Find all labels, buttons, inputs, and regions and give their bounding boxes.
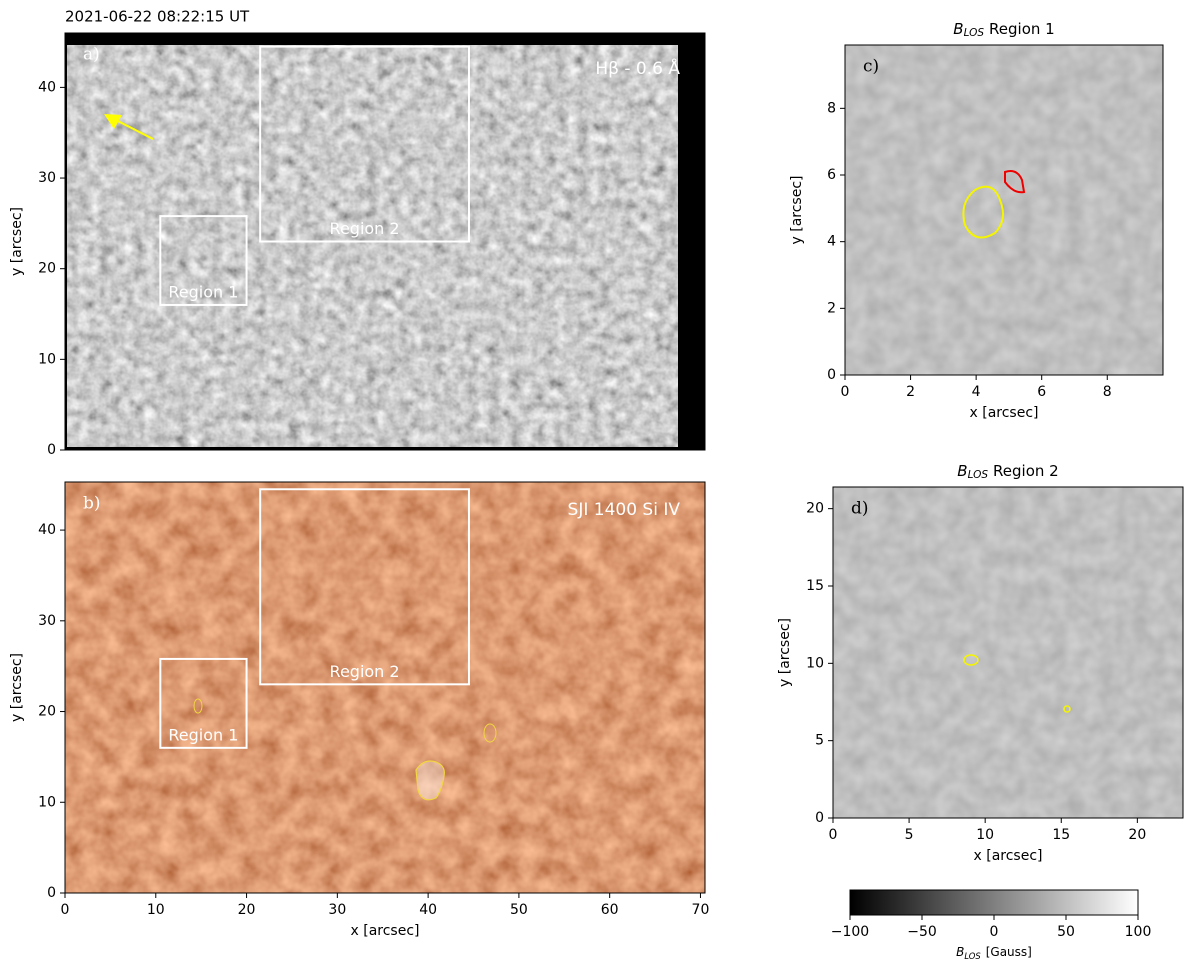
panel-label: d) xyxy=(851,499,869,519)
panel-label: b) xyxy=(83,494,101,514)
y-tick-label: 0 xyxy=(827,367,836,383)
title-text: Region 2 xyxy=(993,462,1059,480)
arrow xyxy=(111,117,154,140)
y-tick-label: 15 xyxy=(806,578,824,594)
title-symbol: B xyxy=(953,20,963,38)
observation-image xyxy=(65,482,705,893)
x-tick-label: 70 xyxy=(692,902,710,918)
y-tick-label: 20 xyxy=(806,501,824,517)
contour xyxy=(962,185,1005,239)
contour xyxy=(193,698,203,714)
x-tick-label: 20 xyxy=(238,902,256,918)
contour xyxy=(963,654,979,666)
y-axis-label: y [arcsec] xyxy=(777,618,793,687)
y-tick-label: 4 xyxy=(827,234,836,250)
x-tick-label: 10 xyxy=(976,827,994,843)
colorbar-tick-label: 50 xyxy=(1057,924,1075,940)
region-label: Region 2 xyxy=(330,662,400,681)
y-axis-label: y [arcsec] xyxy=(789,176,805,245)
observation-image xyxy=(67,45,678,447)
panel-label: a) xyxy=(83,45,100,65)
panel-title: BLOS Region 2 xyxy=(957,462,1058,482)
y-tick-label: 5 xyxy=(815,733,824,749)
title-subscript: LOS xyxy=(964,27,985,39)
colorbar-tick-label: 100 xyxy=(1125,924,1152,940)
x-axis-label: x [arcsec] xyxy=(351,923,420,939)
x-axis-label: x [arcsec] xyxy=(974,848,1043,864)
y-tick-label: 6 xyxy=(827,167,836,183)
panel-label: c) xyxy=(863,57,879,77)
panel-annotation: Hβ - 0.6 Å xyxy=(595,57,680,79)
region-box xyxy=(159,657,248,749)
region-label: Region 2 xyxy=(330,219,400,238)
plot-frame xyxy=(64,32,706,451)
colorbar-tick-label: −100 xyxy=(831,924,869,940)
y-tick-label: 0 xyxy=(815,810,824,826)
x-axis-label: x [arcsec] xyxy=(970,405,1039,421)
x-tick-label: 5 xyxy=(905,827,914,843)
x-tick-label: 40 xyxy=(419,902,437,918)
arrow-head xyxy=(104,114,122,129)
colorbar xyxy=(849,889,1139,916)
x-tick-label: 20 xyxy=(1128,827,1146,843)
plot-frame xyxy=(844,44,1164,376)
y-tick-label: 40 xyxy=(38,79,56,95)
region-box xyxy=(259,488,470,686)
y-tick-label: 20 xyxy=(38,704,56,720)
x-tick-label: 10 xyxy=(147,902,165,918)
title-subscript: LOS xyxy=(964,951,981,961)
y-tick-label: 0 xyxy=(47,442,56,458)
x-tick-label: 50 xyxy=(510,902,528,918)
region-box xyxy=(259,45,470,243)
plot-frame xyxy=(832,486,1184,819)
contour xyxy=(1004,170,1026,194)
y-tick-label: 30 xyxy=(38,170,56,186)
contour xyxy=(1063,705,1071,713)
title-text: [Gauss] xyxy=(986,945,1032,959)
y-tick-label: 2 xyxy=(827,300,836,316)
x-tick-label: 15 xyxy=(1052,827,1070,843)
observation-image xyxy=(845,45,1163,375)
x-tick-label: 2 xyxy=(906,384,915,400)
panel-title: BLOS [Gauss] xyxy=(956,945,1032,961)
observation-image xyxy=(833,487,1183,818)
colorbar-tick-label: 0 xyxy=(990,924,999,940)
x-tick-label: 0 xyxy=(829,827,838,843)
y-tick-label: 0 xyxy=(47,885,56,901)
y-tick-label: 40 xyxy=(38,522,56,538)
y-tick-label: 10 xyxy=(806,655,824,671)
region-box xyxy=(159,215,248,306)
title-subscript: LOS xyxy=(968,469,989,481)
x-tick-label: 30 xyxy=(328,902,346,918)
contour xyxy=(415,760,445,801)
y-axis-label: y [arcsec] xyxy=(9,653,25,722)
contour xyxy=(483,723,497,743)
panel-annotation: SJI 1400 Si IV xyxy=(568,500,681,520)
title-text: Region 1 xyxy=(989,20,1055,38)
x-tick-label: 6 xyxy=(1037,384,1046,400)
y-tick-label: 10 xyxy=(38,351,56,367)
colorbar-tick-label: −50 xyxy=(907,924,937,940)
x-tick-label: 60 xyxy=(601,902,619,918)
plot-frame xyxy=(64,481,706,894)
region-label: Region 1 xyxy=(168,725,238,744)
x-tick-label: 4 xyxy=(972,384,981,400)
region-label: Region 1 xyxy=(168,282,238,301)
y-axis-label: y [arcsec] xyxy=(9,207,25,276)
title-symbol: B xyxy=(956,945,964,959)
y-tick-label: 10 xyxy=(38,794,56,810)
title-symbol: B xyxy=(957,462,967,480)
timestamp: 2021-06-22 08:22:15 UT xyxy=(65,8,250,26)
panel-title: BLOS Region 1 xyxy=(953,20,1054,40)
y-tick-label: 8 xyxy=(827,100,836,116)
x-tick-label: 0 xyxy=(841,384,850,400)
x-tick-label: 8 xyxy=(1103,384,1112,400)
y-tick-label: 20 xyxy=(38,261,56,277)
y-tick-label: 30 xyxy=(38,613,56,629)
x-tick-label: 0 xyxy=(61,902,70,918)
